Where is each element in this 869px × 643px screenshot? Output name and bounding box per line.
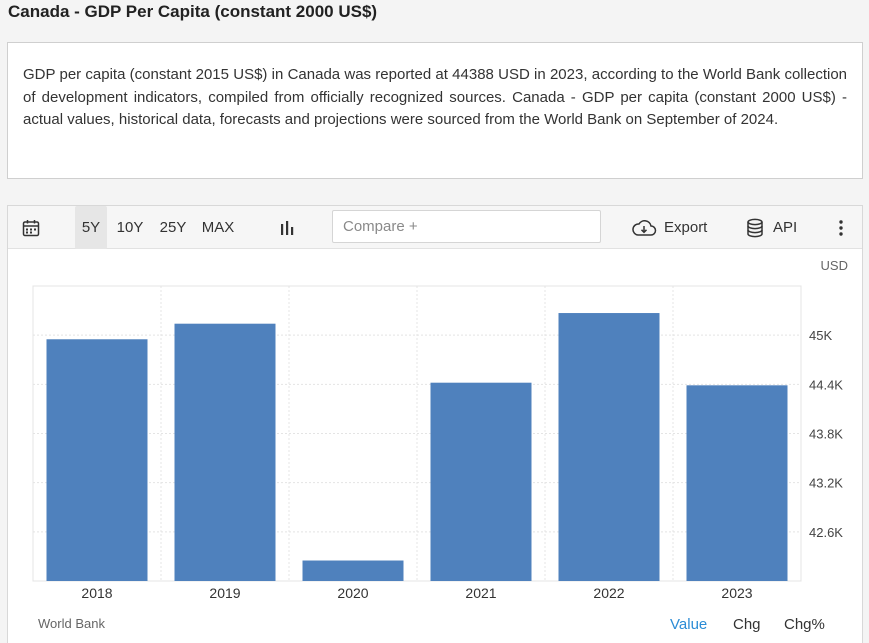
export-button[interactable]: Export bbox=[631, 206, 707, 249]
x-tick-label: 2019 bbox=[209, 585, 240, 601]
database-icon bbox=[746, 218, 764, 238]
range-10y-button[interactable]: 10Y bbox=[116, 219, 144, 236]
gdp-bar-chart: 42.6K 43.2K 43.8K 44.4K 45K USD 2018 2019 2020 20… bbox=[32, 258, 848, 601]
api-label: API bbox=[773, 219, 798, 236]
x-tick-label: 2018 bbox=[81, 585, 112, 601]
chart-panel: 5Y 10Y 25Y MAX Compare + Export bbox=[7, 205, 863, 643]
compare-input[interactable]: Compare + bbox=[332, 210, 601, 243]
y-tick-label: 44.4K bbox=[809, 377, 843, 392]
y-tick-label: 43.8K bbox=[809, 427, 843, 442]
calendar-icon[interactable] bbox=[19, 206, 43, 249]
y-tick-label: 42.6K bbox=[809, 525, 843, 540]
bar-2019 bbox=[174, 323, 276, 581]
range-max-button[interactable]: MAX bbox=[201, 219, 235, 236]
bar-2022 bbox=[558, 313, 660, 581]
api-button[interactable]: API bbox=[746, 206, 797, 249]
x-tick-label: 2023 bbox=[721, 585, 752, 601]
description-text: GDP per capita (constant 2015 US$) in Ca… bbox=[23, 66, 847, 128]
y-tick-label: 43.2K bbox=[809, 476, 843, 491]
x-tick-label: 2020 bbox=[337, 585, 368, 601]
tab-value[interactable]: Value bbox=[670, 616, 708, 633]
bar-2020 bbox=[302, 560, 404, 581]
page-title: Canada - GDP Per Capita (constant 2000 U… bbox=[8, 2, 378, 21]
x-tick-label: 2022 bbox=[593, 585, 624, 601]
bar-2023 bbox=[686, 385, 788, 581]
bar-2021 bbox=[430, 382, 532, 581]
range-5y-button[interactable]: 5Y bbox=[75, 206, 107, 249]
bar-2018 bbox=[46, 339, 148, 581]
export-label: Export bbox=[664, 219, 708, 236]
source-label: World Bank bbox=[38, 616, 105, 631]
more-vertical-icon[interactable] bbox=[834, 206, 848, 249]
tab-chg[interactable]: Chg bbox=[733, 616, 761, 633]
tab-chg-pct[interactable]: Chg% bbox=[784, 616, 825, 633]
range-25y-button[interactable]: 25Y bbox=[159, 219, 187, 236]
cloud-download-icon bbox=[631, 219, 657, 237]
bar-chart-icon[interactable] bbox=[276, 206, 298, 249]
unit-label: USD bbox=[821, 258, 848, 273]
x-tick-label: 2021 bbox=[465, 585, 496, 601]
y-tick-label: 45K bbox=[809, 328, 832, 343]
description-box: GDP per capita (constant 2015 US$) in Ca… bbox=[7, 42, 863, 179]
chart-toolbar: 5Y 10Y 25Y MAX Compare + Export bbox=[8, 206, 862, 249]
